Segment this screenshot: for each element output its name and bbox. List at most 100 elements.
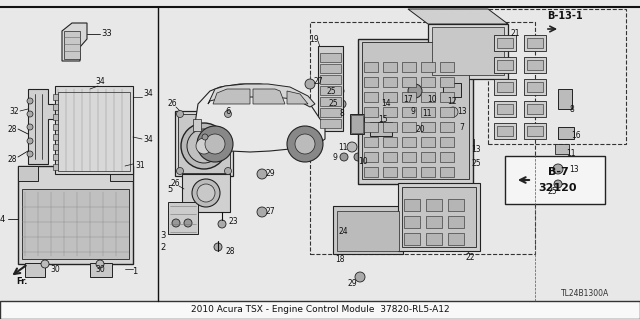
Bar <box>402 107 416 117</box>
Ellipse shape <box>408 84 422 98</box>
Bar <box>383 152 397 162</box>
Text: 22: 22 <box>465 253 475 262</box>
Text: 33: 33 <box>102 29 113 39</box>
Text: 34: 34 <box>95 78 105 86</box>
Bar <box>440 122 454 132</box>
Text: 13: 13 <box>457 108 467 116</box>
Text: 4: 4 <box>0 214 5 224</box>
Polygon shape <box>62 23 87 61</box>
Bar <box>320 119 341 128</box>
Bar <box>494 79 516 95</box>
Bar <box>337 211 399 251</box>
Text: 29: 29 <box>347 279 357 288</box>
Text: 17: 17 <box>403 94 413 103</box>
Text: TL24B1300A: TL24B1300A <box>561 290 609 299</box>
Ellipse shape <box>27 138 33 144</box>
Bar <box>110 166 133 181</box>
Bar <box>443 83 461 97</box>
Bar <box>448 233 464 245</box>
Bar <box>421 107 435 117</box>
Bar <box>53 114 58 120</box>
Bar <box>558 127 574 139</box>
Bar <box>175 111 233 176</box>
Bar <box>402 187 476 247</box>
Bar <box>383 77 397 87</box>
Ellipse shape <box>305 79 315 89</box>
Polygon shape <box>253 89 285 104</box>
Ellipse shape <box>197 126 233 162</box>
Ellipse shape <box>338 100 346 108</box>
Text: 11: 11 <box>566 150 576 159</box>
Text: 9: 9 <box>333 152 337 161</box>
Ellipse shape <box>225 110 232 117</box>
Ellipse shape <box>218 220 226 228</box>
Bar <box>351 115 363 133</box>
Text: 16: 16 <box>571 131 581 140</box>
Bar <box>310 22 535 254</box>
Text: 32120: 32120 <box>539 183 577 193</box>
Bar <box>398 183 480 251</box>
Ellipse shape <box>427 86 437 96</box>
Bar <box>448 216 464 228</box>
Ellipse shape <box>553 164 563 174</box>
Text: 25: 25 <box>547 187 557 196</box>
Bar <box>524 123 546 139</box>
Ellipse shape <box>257 169 267 179</box>
Ellipse shape <box>205 134 225 154</box>
Bar <box>64 31 80 59</box>
Bar <box>0 301 640 319</box>
Polygon shape <box>408 9 508 24</box>
Ellipse shape <box>27 124 33 130</box>
Bar <box>58 92 130 171</box>
Bar <box>448 101 460 111</box>
Text: 25: 25 <box>471 160 481 168</box>
Bar <box>383 62 397 72</box>
Bar <box>421 92 435 102</box>
Text: 28: 28 <box>7 154 17 164</box>
Bar <box>402 62 416 72</box>
Bar <box>18 166 133 264</box>
Bar <box>364 62 378 72</box>
Bar <box>558 89 572 109</box>
Ellipse shape <box>448 107 458 117</box>
Ellipse shape <box>374 100 382 108</box>
Ellipse shape <box>214 243 222 251</box>
Bar <box>333 206 403 254</box>
Bar <box>364 107 378 117</box>
Polygon shape <box>287 91 308 104</box>
Text: 10: 10 <box>427 94 437 103</box>
Text: 15: 15 <box>378 115 388 123</box>
Text: 2: 2 <box>161 242 166 251</box>
Text: 19: 19 <box>309 34 319 43</box>
Bar <box>402 122 416 132</box>
Bar <box>193 119 201 131</box>
Bar <box>440 107 454 117</box>
Ellipse shape <box>196 138 212 154</box>
Text: 24: 24 <box>338 226 348 235</box>
Text: 21: 21 <box>510 29 520 39</box>
Bar <box>402 77 416 87</box>
Text: 8: 8 <box>570 105 574 114</box>
Bar <box>494 35 516 51</box>
Bar <box>320 53 341 62</box>
Bar <box>178 114 230 173</box>
Bar <box>383 92 397 102</box>
Ellipse shape <box>428 104 438 114</box>
Bar <box>404 199 420 211</box>
Bar <box>426 216 442 228</box>
Text: 13: 13 <box>569 165 579 174</box>
Bar <box>320 64 341 73</box>
Ellipse shape <box>181 123 227 169</box>
Bar <box>440 137 454 147</box>
Ellipse shape <box>355 272 365 282</box>
Text: 10: 10 <box>358 157 368 166</box>
Bar <box>448 199 464 211</box>
Bar <box>462 139 474 149</box>
Text: 27: 27 <box>313 77 323 85</box>
Ellipse shape <box>177 110 184 117</box>
Bar <box>320 108 341 117</box>
Bar <box>383 137 397 147</box>
Bar <box>497 38 513 48</box>
Bar <box>53 154 58 160</box>
Bar <box>497 126 513 136</box>
